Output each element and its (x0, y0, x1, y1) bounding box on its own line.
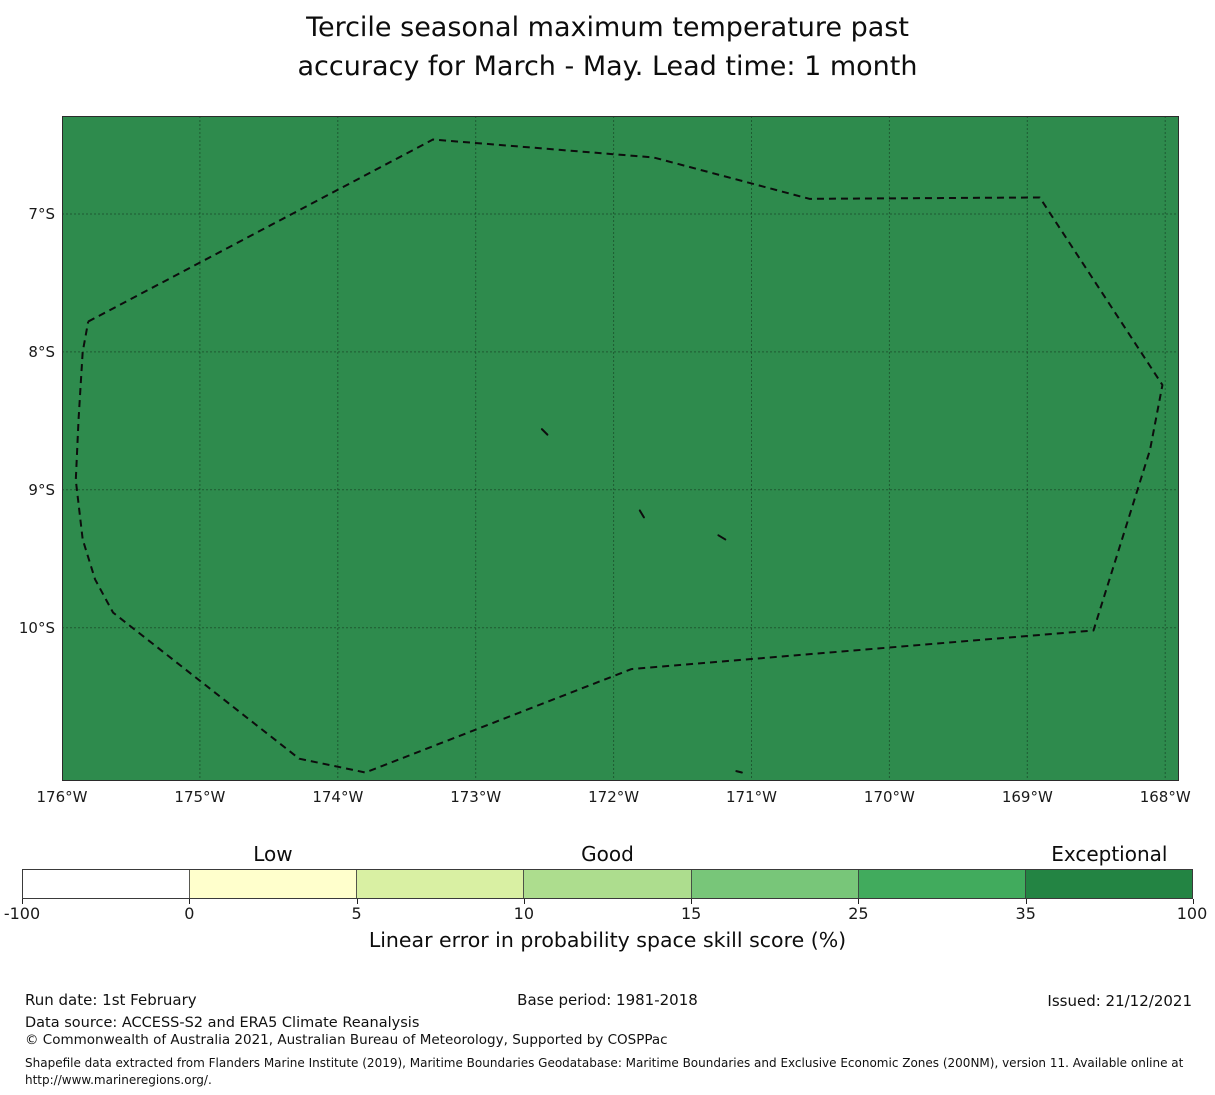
colorbar-segment (1024, 870, 1192, 898)
colorbar-tickmark (189, 899, 191, 904)
lat-tick-label: 10°S (18, 618, 55, 637)
colorbar-category-label: Exceptional (1051, 842, 1168, 866)
colorbar-tick-label: 10 (513, 904, 535, 923)
lon-tick-label: 175°W (174, 788, 226, 806)
colorbar-segment (523, 870, 691, 898)
colorbar-tickmark (1193, 899, 1194, 904)
lon-tick-label: 174°W (312, 788, 364, 806)
eez-boundary-line (74, 138, 1164, 774)
chart-title-line2: accuracy for March - May. Lead time: 1 m… (297, 51, 918, 82)
colorbar-tickmark (356, 899, 358, 904)
colorbar-tickmark (858, 899, 860, 904)
colorbar-category-label: Good (581, 842, 634, 866)
map-border (62, 116, 1179, 781)
colorbar-tickmark (523, 899, 525, 904)
lon-tick-label: 171°W (726, 788, 777, 806)
lat-tick-label: 9°S (28, 480, 55, 499)
colorbar-tick-label: 15 (680, 904, 702, 923)
lon-tick-label: 173°W (450, 788, 502, 806)
lon-tick-label: 170°W (863, 788, 915, 806)
island-mark (638, 509, 645, 519)
island-mark (735, 770, 743, 774)
copyright-text: © Commonwealth of Australia 2021, Austra… (25, 1032, 668, 1048)
colorbar-tickmark (22, 899, 23, 904)
colorbar-category-label: Low (253, 842, 293, 866)
issued-date-text: Issued: 21/12/2021 (1047, 992, 1192, 1010)
lat-tick-label: 8°S (28, 342, 55, 361)
lat-tick-label: 7°S (28, 205, 55, 223)
base-period-text: Base period: 1981-2018 (517, 991, 698, 1009)
colorbar-title: Linear error in probability space skill … (368, 928, 847, 952)
colorbar-segment (23, 870, 190, 898)
lon-tick-label: 168°W (1139, 788, 1191, 806)
colorbar-segment (690, 870, 858, 898)
colorbar-tickmark (1025, 899, 1027, 904)
colorbar-tick-label: 0 (184, 904, 195, 923)
colorbar (22, 869, 1193, 899)
colorbar-tick-label: 100 (1176, 904, 1208, 923)
map-canvas (61, 116, 1179, 781)
colorbar-tick-label: 25 (848, 904, 869, 923)
map-background (62, 116, 1179, 781)
colorbar-tickmark (691, 899, 693, 904)
shapefile-note-text: Shapefile data extracted from Flanders M… (25, 1056, 1184, 1087)
colorbar-segment (189, 870, 357, 898)
chart-title-line1: Tercile seasonal maximum temperature pas… (306, 12, 909, 43)
chart-title: Tercile seasonal maximum temperature pas… (0, 8, 1215, 86)
run-date-text: Run date: 1st February (25, 991, 197, 1009)
lon-tick-label: 172°W (588, 788, 640, 806)
colorbar-tick-label: -100 (3, 904, 41, 923)
colorbar-tick-label: 5 (351, 904, 362, 923)
colorbar-segment (356, 870, 524, 898)
colorbar-segment (857, 870, 1025, 898)
map-area (61, 116, 1179, 781)
island-mark (717, 534, 727, 541)
lon-tick-label: 169°W (1001, 788, 1053, 806)
colorbar-tick-label: 35 (1015, 904, 1036, 923)
data-source-text: Data source: ACCESS-S2 and ERA5 Climate … (25, 1015, 420, 1031)
island-mark (540, 428, 549, 436)
lon-tick-label: 176°W (36, 788, 88, 806)
